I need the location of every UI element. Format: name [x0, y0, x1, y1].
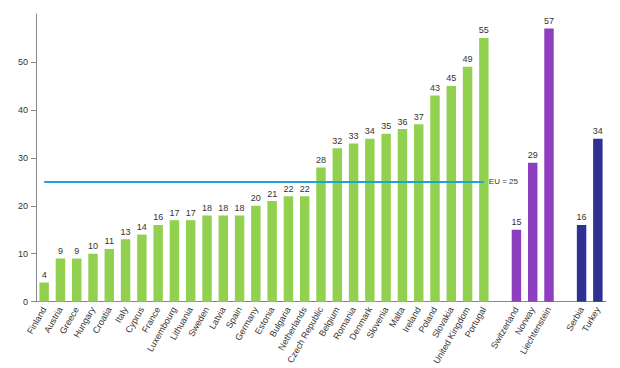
svg-text:16: 16: [153, 212, 163, 222]
svg-text:Switzerland: Switzerland: [488, 305, 521, 351]
svg-text:Cyprus: Cyprus: [123, 305, 147, 335]
svg-text:16: 16: [577, 212, 587, 222]
svg-text:United Kingdom: United Kingdom: [431, 305, 472, 366]
svg-text:Hungary: Hungary: [72, 305, 98, 340]
svg-text:Greece: Greece: [57, 305, 81, 336]
svg-text:10: 10: [88, 241, 98, 251]
svg-text:Slovakia: Slovakia: [430, 305, 456, 340]
svg-text:Germany: Germany: [233, 305, 261, 343]
svg-text:22: 22: [300, 184, 310, 194]
svg-text:18: 18: [218, 203, 228, 213]
svg-text:Latvia: Latvia: [207, 305, 228, 331]
svg-text:57: 57: [544, 16, 554, 26]
svg-text:40: 40: [18, 105, 28, 115]
svg-text:Ireland: Ireland: [400, 305, 423, 334]
svg-text:9: 9: [58, 246, 63, 256]
svg-text:Turkey: Turkey: [580, 305, 602, 334]
svg-text:18: 18: [235, 203, 245, 213]
svg-text:45: 45: [446, 73, 456, 83]
svg-text:33: 33: [349, 131, 359, 141]
svg-text:17: 17: [169, 208, 179, 218]
svg-text:Estonia: Estonia: [252, 305, 277, 337]
svg-text:9: 9: [74, 246, 79, 256]
svg-text:Lithuania: Lithuania: [168, 305, 195, 342]
svg-text:14: 14: [137, 222, 147, 232]
svg-text:France: France: [139, 305, 163, 335]
svg-text:35: 35: [381, 121, 391, 131]
svg-text:20: 20: [251, 193, 261, 203]
svg-text:Czech Republic: Czech Republic: [285, 305, 326, 365]
svg-text:Denmark: Denmark: [347, 305, 375, 342]
svg-text:32: 32: [332, 136, 342, 146]
svg-text:Portugal: Portugal: [463, 305, 488, 339]
svg-text:20: 20: [18, 201, 28, 211]
svg-text:36: 36: [397, 117, 407, 127]
svg-text:13: 13: [121, 227, 131, 237]
svg-text:Serbia: Serbia: [564, 305, 586, 333]
svg-text:Finland: Finland: [25, 305, 49, 336]
svg-text:Poland: Poland: [416, 305, 440, 335]
svg-text:Austria: Austria: [42, 305, 65, 335]
svg-text:43: 43: [430, 83, 440, 93]
svg-text:49: 49: [463, 54, 473, 64]
svg-text:Slovenia: Slovenia: [365, 305, 391, 340]
svg-text:Italy: Italy: [113, 305, 130, 325]
svg-text:4: 4: [42, 270, 47, 280]
svg-text:15: 15: [511, 217, 521, 227]
svg-text:Luxembourg: Luxembourg: [145, 305, 179, 354]
svg-text:37: 37: [414, 112, 424, 122]
svg-text:0: 0: [23, 297, 28, 307]
svg-text:Netherlands: Netherlands: [276, 305, 309, 353]
svg-text:34: 34: [365, 126, 375, 136]
svg-text:Bulgaria: Bulgaria: [267, 305, 293, 339]
svg-text:Malta: Malta: [387, 305, 407, 330]
svg-text:Belgium: Belgium: [316, 305, 342, 339]
svg-text:Croatia: Croatia: [90, 305, 113, 335]
svg-text:55: 55: [479, 25, 489, 35]
svg-text:10: 10: [18, 249, 28, 259]
svg-text:34: 34: [593, 126, 603, 136]
svg-text:17: 17: [186, 208, 196, 218]
svg-text:22: 22: [283, 184, 293, 194]
svg-text:28: 28: [316, 155, 326, 165]
svg-text:EU = 25: EU = 25: [489, 177, 519, 186]
svg-text:Sweden: Sweden: [186, 305, 211, 338]
svg-text:Spain: Spain: [223, 305, 244, 331]
svg-text:11: 11: [105, 236, 114, 246]
svg-text:21: 21: [267, 189, 277, 199]
svg-text:29: 29: [528, 150, 538, 160]
svg-text:18: 18: [202, 203, 212, 213]
svg-text:50: 50: [18, 57, 28, 67]
svg-text:30: 30: [18, 153, 28, 163]
svg-text:Norway: Norway: [513, 305, 537, 337]
svg-text:Romania: Romania: [331, 305, 358, 342]
svg-text:Liechtenstein: Liechtenstein: [518, 305, 553, 356]
